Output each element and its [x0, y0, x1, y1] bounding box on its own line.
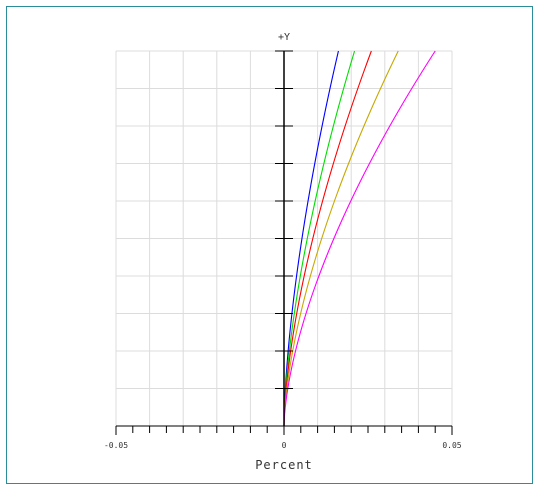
series-line-2: [283, 50, 356, 427]
series-line-5: [283, 50, 436, 427]
x-tick-label: 0: [282, 441, 287, 450]
axes: [115, 50, 453, 435]
series-layer: [283, 50, 436, 427]
x-tick-label: 0.05: [442, 441, 461, 450]
labels: -0.05 0 0.05 Percent +Y: [104, 32, 462, 472]
chart-frame: [6, 6, 533, 484]
x-axis-label: Percent: [255, 458, 313, 472]
series-line-4: [283, 50, 399, 427]
series-line-3: [283, 50, 372, 427]
x-tick-label: -0.05: [104, 441, 128, 450]
y-axis-label: +Y: [278, 32, 290, 43]
series-line-1: [283, 50, 339, 427]
